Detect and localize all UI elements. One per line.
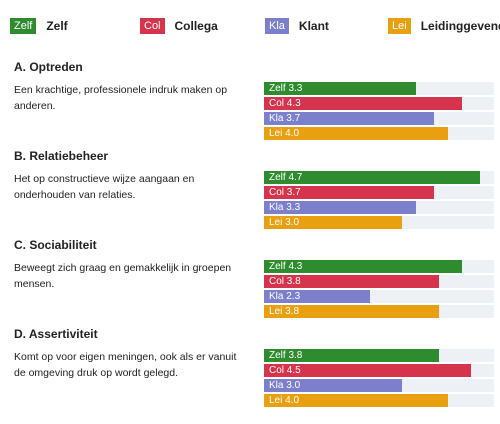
- bar-klant: Kla 3.0: [264, 379, 402, 392]
- section-title: C. Sociabiliteit: [14, 238, 97, 252]
- legend-swatch: Lei: [388, 18, 411, 34]
- legend: Zelf Zelf Col Collega Kla Klant Lei Leidinggeve…: [10, 17, 500, 35]
- legend-swatch: Kla: [265, 18, 289, 34]
- bar-group: Zelf 3.3 Col 4.3 Kla 3.7 Lei 4.0: [264, 82, 494, 142]
- section-title: D. Assertiviteit: [14, 327, 98, 341]
- bar-row: Zelf 3.8: [264, 349, 494, 364]
- section-description: Komt op voor eigen meningen, ook als er …: [14, 351, 237, 379]
- competency-section: A. Optreden Een krachtige, professionele …: [10, 60, 495, 145]
- competency-section: C. Sociabiliteit Beweegt zich graag en ge…: [10, 238, 495, 323]
- bar-collega: Col 3.7: [264, 186, 435, 199]
- bar-row: Col 4.3: [264, 97, 494, 112]
- bar-collega: Col 4.5: [264, 364, 471, 377]
- legend-item-zelf: Zelf Zelf: [10, 17, 68, 35]
- competency-section: B. Relatiebeheer Het op constructieve wij…: [10, 149, 495, 234]
- bar-row: Lei 3.8: [264, 305, 494, 320]
- legend-label: Collega: [174, 19, 218, 33]
- bar-zelf: Zelf 3.3: [264, 82, 416, 95]
- section-title: A. Optreden: [14, 60, 83, 74]
- legend-label: Klant: [298, 19, 329, 33]
- legend-label: Zelf: [46, 19, 68, 33]
- legend-label: Leidinggevende: [420, 19, 500, 33]
- bar-row: Lei 3.0: [264, 216, 494, 231]
- bar-row: Col 4.5: [264, 364, 494, 379]
- bar-klant: Kla 2.3: [264, 290, 370, 303]
- bar-row: Kla 3.3: [264, 201, 494, 216]
- bar-group: Zelf 3.8 Col 4.5 Kla 3.0 Lei 4.0: [264, 349, 494, 409]
- legend-swatch: Col: [140, 18, 165, 34]
- bar-zelf: Zelf 4.3: [264, 260, 462, 273]
- bar-row: Lei 4.0: [264, 127, 494, 142]
- bar-row: Zelf 4.7: [264, 171, 494, 186]
- section-description: Een krachtige, professionele indruk make…: [14, 84, 228, 112]
- bar-row: Col 3.7: [264, 186, 494, 201]
- bar-group: Zelf 4.7 Col 3.7 Kla 3.3 Lei 3.0: [264, 171, 494, 231]
- bar-group: Zelf 4.3 Col 3.8 Kla 2.3 Lei 3.8: [264, 260, 494, 320]
- bar-row: Zelf 4.3: [264, 260, 494, 275]
- section-description: Beweegt zich graag en gemakkelijk in gro…: [14, 262, 232, 290]
- legend-item-klant: Kla Klant: [265, 17, 329, 35]
- bar-klant: Kla 3.3: [264, 201, 416, 214]
- legend-swatch: Zelf: [10, 18, 37, 34]
- bar-leidinggevende: Lei 4.0: [264, 394, 448, 407]
- legend-item-leidinggevende: Lei Leidinggevende: [388, 17, 500, 35]
- bar-zelf: Zelf 4.7: [264, 171, 481, 184]
- bar-collega: Col 3.8: [264, 275, 439, 288]
- bar-row: Kla 2.3: [264, 290, 494, 305]
- bar-zelf: Zelf 3.8: [264, 349, 439, 362]
- bar-row: Col 3.8: [264, 275, 494, 290]
- bar-row: Kla 3.0: [264, 379, 494, 394]
- bar-row: Zelf 3.3: [264, 82, 494, 97]
- legend-item-collega: Col Collega: [140, 17, 218, 35]
- bar-klant: Kla 3.7: [264, 112, 435, 125]
- bar-leidinggevende: Lei 4.0: [264, 127, 448, 140]
- bar-row: Lei 4.0: [264, 394, 494, 409]
- bar-collega: Col 4.3: [264, 97, 462, 110]
- section-title: B. Relatiebeheer: [14, 149, 109, 163]
- bar-row: Kla 3.7: [264, 112, 494, 127]
- bar-leidinggevende: Lei 3.8: [264, 305, 439, 318]
- section-description: Het op constructieve wijze aangaan en on…: [14, 173, 195, 201]
- competency-section: D. Assertiviteit Komt op voor eigen menin…: [10, 327, 495, 412]
- bar-leidinggevende: Lei 3.0: [264, 216, 402, 229]
